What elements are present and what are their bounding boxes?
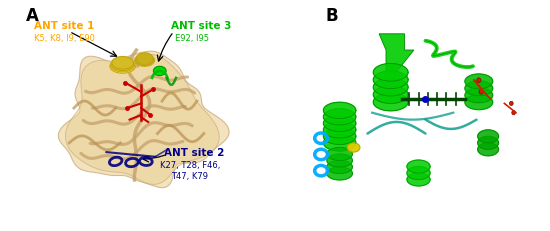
Polygon shape [407, 173, 430, 186]
Polygon shape [407, 167, 430, 180]
Polygon shape [465, 75, 493, 89]
Ellipse shape [477, 79, 481, 83]
Polygon shape [136, 54, 153, 65]
Polygon shape [111, 59, 135, 73]
Ellipse shape [347, 143, 360, 152]
Polygon shape [323, 135, 356, 151]
Polygon shape [478, 130, 498, 143]
Polygon shape [379, 35, 414, 74]
Polygon shape [323, 116, 356, 132]
Polygon shape [407, 160, 430, 173]
Polygon shape [373, 64, 408, 82]
Polygon shape [373, 72, 408, 89]
Polygon shape [136, 55, 153, 66]
Polygon shape [111, 58, 134, 71]
Polygon shape [323, 129, 356, 145]
Polygon shape [465, 82, 493, 96]
Text: K27, T28, F46,
T47, K79: K27, T28, F46, T47, K79 [160, 161, 220, 180]
Text: E92, I95: E92, I95 [175, 33, 209, 43]
Polygon shape [327, 154, 353, 167]
Polygon shape [373, 79, 408, 97]
Text: K5, K8, I9, E90: K5, K8, I9, E90 [35, 33, 95, 43]
Polygon shape [323, 103, 356, 119]
Ellipse shape [512, 111, 515, 115]
Polygon shape [110, 60, 135, 74]
Ellipse shape [153, 67, 166, 76]
Polygon shape [327, 167, 353, 180]
Polygon shape [373, 86, 408, 104]
Polygon shape [323, 109, 356, 125]
Ellipse shape [479, 90, 483, 95]
Text: ANT site 2: ANT site 2 [164, 148, 225, 158]
Polygon shape [112, 57, 133, 70]
Polygon shape [327, 161, 353, 174]
Polygon shape [465, 88, 493, 103]
Text: ANT site 1: ANT site 1 [35, 21, 95, 31]
Text: ANT site 3: ANT site 3 [172, 21, 232, 31]
Text: B: B [326, 7, 338, 25]
Polygon shape [478, 137, 498, 150]
Text: A: A [26, 7, 39, 25]
Polygon shape [135, 55, 155, 67]
Ellipse shape [509, 102, 513, 106]
Polygon shape [323, 122, 356, 138]
Polygon shape [65, 55, 219, 185]
Polygon shape [58, 52, 229, 188]
Polygon shape [478, 143, 498, 156]
Polygon shape [465, 95, 493, 110]
Polygon shape [373, 94, 408, 111]
Polygon shape [327, 148, 353, 161]
